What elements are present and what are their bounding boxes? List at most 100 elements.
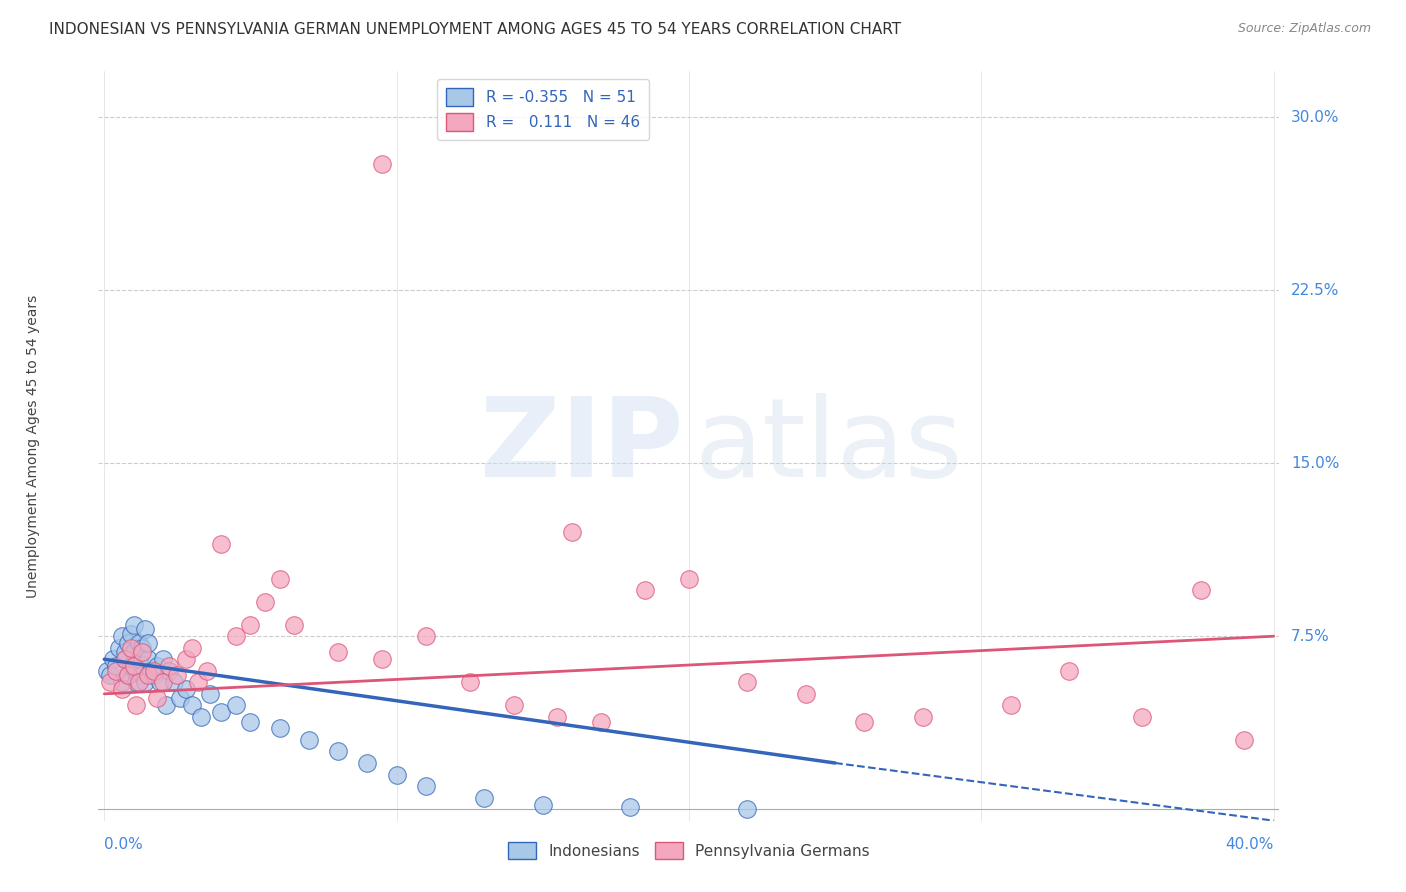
Point xyxy=(98,668,121,682)
Point xyxy=(209,537,232,551)
Point xyxy=(239,714,262,729)
Text: atlas: atlas xyxy=(695,392,963,500)
Text: 30.0%: 30.0% xyxy=(1291,110,1340,125)
Point xyxy=(195,664,218,678)
Point xyxy=(111,675,134,690)
Point xyxy=(128,652,150,666)
Point xyxy=(472,790,495,805)
Point xyxy=(737,675,759,690)
Point xyxy=(157,659,180,673)
Point xyxy=(1000,698,1022,713)
Point xyxy=(678,572,700,586)
Text: ZIP: ZIP xyxy=(479,392,683,500)
Point xyxy=(134,675,156,690)
Point xyxy=(737,802,759,816)
Point xyxy=(111,682,134,697)
Point xyxy=(143,664,166,678)
Point xyxy=(125,698,148,713)
Point xyxy=(104,664,127,678)
Point xyxy=(163,675,186,690)
Point xyxy=(122,617,145,632)
Point xyxy=(181,698,204,713)
Point xyxy=(174,682,197,697)
Point xyxy=(146,659,169,673)
Legend: Indonesians, Pennsylvania Germans: Indonesians, Pennsylvania Germans xyxy=(502,836,876,865)
Point xyxy=(128,636,150,650)
Text: Source: ZipAtlas.com: Source: ZipAtlas.com xyxy=(1237,22,1371,36)
Point xyxy=(131,668,153,682)
Point xyxy=(181,640,204,655)
Point xyxy=(139,664,162,678)
Text: Unemployment Among Ages 45 to 54 years: Unemployment Among Ages 45 to 54 years xyxy=(27,294,41,598)
Point xyxy=(458,675,481,690)
Point xyxy=(128,675,150,690)
Point xyxy=(502,698,524,713)
Point xyxy=(269,572,291,586)
Point xyxy=(152,652,174,666)
Point xyxy=(136,668,159,682)
Point xyxy=(136,652,159,666)
Point xyxy=(114,652,136,666)
Point xyxy=(122,659,145,673)
Point xyxy=(114,645,136,659)
Point xyxy=(283,617,305,632)
Point xyxy=(269,722,291,736)
Point xyxy=(531,797,554,812)
Point xyxy=(120,659,142,673)
Point xyxy=(546,710,568,724)
Point xyxy=(143,668,166,682)
Point xyxy=(254,594,277,608)
Text: 0.0%: 0.0% xyxy=(104,837,143,852)
Point xyxy=(1189,583,1212,598)
Point xyxy=(108,640,131,655)
Point xyxy=(122,645,145,659)
Point xyxy=(561,525,583,540)
Point xyxy=(169,691,191,706)
Point xyxy=(155,698,177,713)
Point xyxy=(187,675,209,690)
Point xyxy=(96,664,118,678)
Point xyxy=(1233,733,1256,747)
Point xyxy=(101,652,124,666)
Point xyxy=(117,668,139,682)
Point xyxy=(125,664,148,678)
Point xyxy=(149,675,172,690)
Text: 40.0%: 40.0% xyxy=(1225,837,1274,852)
Point xyxy=(371,652,394,666)
Point xyxy=(326,744,349,758)
Point xyxy=(131,640,153,655)
Point xyxy=(911,710,934,724)
Point xyxy=(794,687,817,701)
Point xyxy=(166,668,188,682)
Point xyxy=(225,629,247,643)
Point xyxy=(146,691,169,706)
Point xyxy=(326,645,349,659)
Point xyxy=(371,156,394,170)
Point xyxy=(415,779,437,793)
Point xyxy=(225,698,247,713)
Point xyxy=(120,627,142,641)
Point xyxy=(1130,710,1153,724)
Point xyxy=(174,652,197,666)
Point xyxy=(853,714,876,729)
Point xyxy=(591,714,613,729)
Point xyxy=(111,629,134,643)
Point xyxy=(152,675,174,690)
Text: INDONESIAN VS PENNSYLVANIA GERMAN UNEMPLOYMENT AMONG AGES 45 TO 54 YEARS CORRELA: INDONESIAN VS PENNSYLVANIA GERMAN UNEMPL… xyxy=(49,22,901,37)
Point xyxy=(385,767,408,781)
Point xyxy=(136,636,159,650)
Point xyxy=(117,668,139,682)
Point xyxy=(239,617,262,632)
Text: 7.5%: 7.5% xyxy=(1291,629,1330,644)
Point xyxy=(619,799,641,814)
Point xyxy=(125,675,148,690)
Point xyxy=(209,706,232,720)
Point xyxy=(104,659,127,673)
Point xyxy=(117,636,139,650)
Point xyxy=(98,675,121,690)
Text: 15.0%: 15.0% xyxy=(1291,456,1340,471)
Point xyxy=(190,710,212,724)
Point xyxy=(114,652,136,666)
Text: 22.5%: 22.5% xyxy=(1291,283,1340,298)
Point xyxy=(157,664,180,678)
